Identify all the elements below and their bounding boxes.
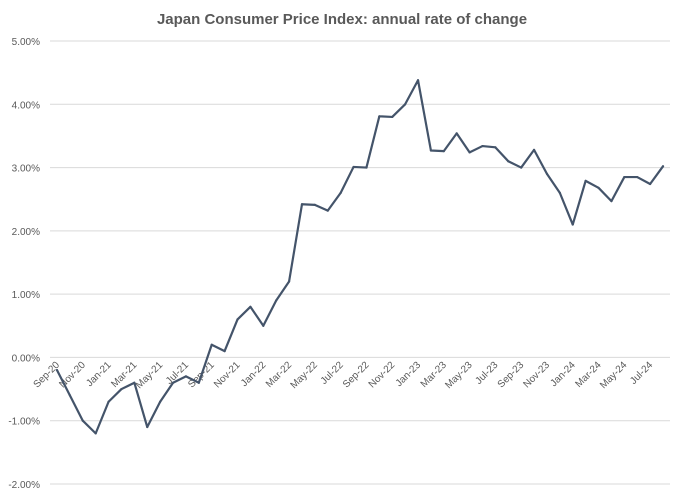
data-point (249, 305, 252, 308)
data-point (404, 103, 407, 106)
data-point (507, 160, 510, 163)
data-point (597, 186, 600, 189)
data-point (55, 368, 59, 372)
data-point (545, 172, 549, 175)
data-point (391, 115, 394, 119)
data-point (287, 280, 291, 283)
data-point (661, 165, 665, 168)
data-point (133, 381, 136, 384)
x-tick-label: Sep-23 (496, 359, 527, 390)
data-point (558, 191, 561, 194)
series-line (55, 79, 665, 435)
x-tick-label: Sep-22 (341, 359, 372, 390)
series-layer (55, 79, 665, 435)
data-point (378, 115, 381, 118)
chart-title: Japan Consumer Price Index: annual rate … (157, 11, 527, 28)
y-tick-label: 4.00% (12, 100, 40, 111)
data-point (365, 166, 368, 169)
y-tick-label: 5.00% (12, 37, 40, 48)
y-tick-label: -2.00% (8, 480, 40, 491)
data-point (159, 400, 162, 403)
data-point (468, 151, 471, 154)
x-tick-label: May-22 (289, 359, 321, 391)
data-point (429, 149, 433, 152)
y-axis-tick-labels: -2.00% -1.00% 0.00% 1.00% 2.00% 3.00% 4.00% 5.0… (8, 37, 40, 491)
data-point (184, 375, 188, 378)
y-tick-label: -1.00% (8, 417, 40, 428)
data-point (584, 179, 587, 182)
data-point (326, 209, 329, 212)
data-point (223, 350, 226, 353)
data-point (352, 165, 355, 169)
data-point (636, 175, 639, 179)
x-tick-label: Nov-22 (367, 359, 398, 390)
data-point (236, 318, 239, 321)
x-tick-label: Nov-20 (57, 359, 88, 390)
data-point (610, 200, 613, 203)
data-point (455, 132, 458, 135)
x-tick-label: Nov-23 (521, 359, 552, 390)
data-point (120, 387, 123, 391)
data-point (107, 400, 110, 403)
data-point (313, 203, 316, 207)
data-point (81, 419, 84, 422)
y-tick-label: 2.00% (12, 227, 40, 238)
gridlines (50, 40, 670, 485)
data-point (262, 324, 265, 327)
data-point (623, 175, 626, 179)
data-point (649, 182, 652, 186)
x-tick-label: Jan-23 (394, 359, 424, 389)
x-tick-label: Jan-24 (548, 359, 578, 389)
y-tick-label: 3.00% (12, 164, 40, 175)
data-point (442, 150, 445, 153)
data-point (146, 425, 149, 429)
data-point (300, 203, 304, 206)
data-point (94, 432, 97, 435)
data-point (520, 166, 523, 169)
y-tick-label: 0.00% (12, 353, 40, 364)
x-tick-label: May-21 (134, 359, 166, 391)
x-tick-label: May-23 (443, 359, 475, 391)
x-tick-label: Jul-24 (628, 359, 655, 386)
data-point (339, 191, 342, 194)
data-point (275, 299, 278, 302)
data-point (494, 146, 497, 149)
data-point (481, 144, 484, 148)
data-point (210, 343, 213, 346)
data-point (171, 381, 175, 384)
data-point (416, 79, 420, 82)
data-point (571, 223, 574, 226)
data-point (197, 381, 200, 384)
data-point (68, 394, 71, 397)
x-tick-label: May-24 (598, 359, 630, 391)
x-tick-label: Nov-21 (212, 359, 243, 390)
x-tick-label: Jan-21 (84, 359, 114, 389)
y-tick-label: 1.00% (12, 290, 40, 301)
data-point (532, 148, 536, 151)
x-tick-label: Jan-22 (239, 359, 269, 389)
